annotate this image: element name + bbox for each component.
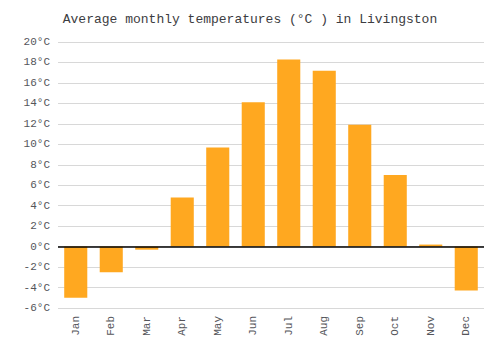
svg-text:4°C: 4°C [30, 200, 50, 212]
svg-text:12°C: 12°C [24, 118, 51, 130]
svg-text:Jun: Jun [247, 316, 259, 336]
svg-text:2°C: 2°C [30, 220, 50, 232]
svg-text:Aug: Aug [318, 316, 330, 336]
svg-text:0°C: 0°C [30, 241, 50, 253]
svg-text:-6°C: -6°C [24, 302, 51, 314]
svg-text:Nov: Nov [425, 316, 437, 336]
svg-text:6°C: 6°C [30, 179, 50, 191]
svg-text:May: May [212, 316, 224, 336]
svg-text:10°C: 10°C [24, 138, 51, 150]
svg-text:Dec: Dec [460, 316, 472, 336]
svg-text:Jan: Jan [70, 316, 82, 336]
svg-text:16°C: 16°C [24, 77, 51, 89]
svg-text:-4°C: -4°C [24, 282, 51, 294]
svg-text:Apr: Apr [176, 316, 188, 336]
svg-text:20°C: 20°C [24, 36, 51, 48]
svg-text:8°C: 8°C [30, 159, 50, 171]
svg-text:Mar: Mar [141, 316, 153, 336]
svg-text:14°C: 14°C [24, 97, 51, 109]
svg-text:Feb: Feb [105, 316, 117, 336]
svg-text:-2°C: -2°C [24, 261, 51, 273]
svg-text:Average monthly temperatures (: Average monthly temperatures (°C ) in Li… [63, 12, 437, 27]
svg-text:Jul: Jul [283, 316, 295, 336]
svg-text:Oct: Oct [389, 316, 401, 336]
svg-text:Sep: Sep [354, 316, 366, 336]
svg-text:18°C: 18°C [24, 56, 51, 68]
